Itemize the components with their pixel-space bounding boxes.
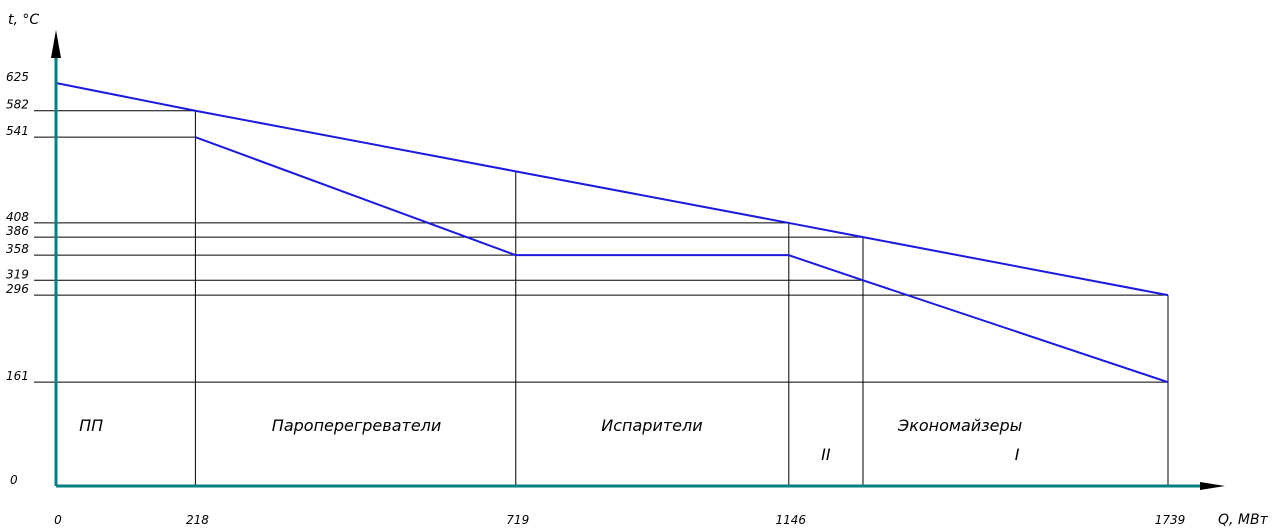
series-line-2 [195,136,1169,384]
y-tick-label-319: 319 [6,267,29,281]
y-tick-label-408: 408 [6,210,29,224]
zone-label-2: Пароперегреватели [272,416,442,435]
zone-label-4: Экономайзеры [897,416,1022,435]
x-tick-label-1739: 1739 [1155,513,1186,527]
zone-label-1: ПП [79,416,103,435]
x-axis-arrow-icon [1200,482,1225,490]
y-tick-label-0: 0 [10,473,18,487]
y-tick-label-625: 625 [6,70,29,84]
y-tick-label-386: 386 [6,224,29,238]
y-tick-label-541: 541 [6,124,29,138]
y-tick-label-161: 161 [6,369,29,383]
gridlines [34,110,1169,486]
series-lines [55,82,1169,384]
series-line-1 [55,82,1169,297]
zone-label-3: Испарители [601,416,702,435]
y-axis-arrow-icon [51,30,61,58]
x-tick-label-218: 218 [186,513,209,527]
x-tick-label-719: 719 [506,513,529,527]
x-axis-title: Q, МВт [1218,512,1269,528]
y-axis-title: t, °C [8,12,39,28]
y-tick-label-582: 582 [6,98,29,112]
x-tick-label-0: 0 [54,513,62,527]
x-tick-label-1146: 1146 [776,513,807,527]
zone-label-5: II [821,445,831,464]
axes [51,30,1225,490]
zone-label-6: I [1015,445,1020,464]
y-tick-label-358: 358 [6,242,29,256]
y-tick-label-296: 296 [6,282,29,296]
